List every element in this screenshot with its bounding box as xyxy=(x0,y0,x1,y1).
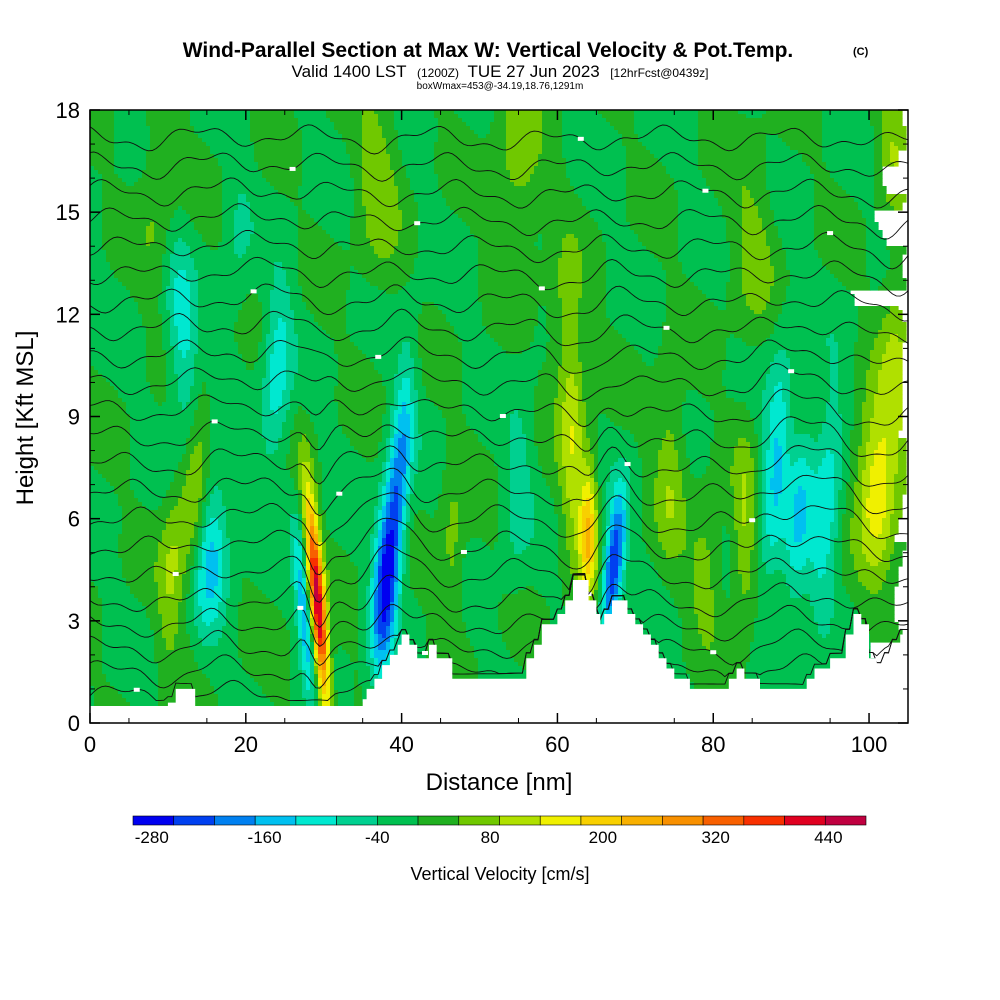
x-axis: 0 20 40 60 80 100 xyxy=(84,110,888,757)
colorbar-swatch xyxy=(458,815,500,826)
theta-contour xyxy=(90,388,908,428)
contour-label xyxy=(336,491,343,496)
chart-title: Wind-Parallel Section at Max W: Vertical… xyxy=(183,39,794,62)
colorbar-swatch xyxy=(417,815,460,826)
contour-label xyxy=(250,289,257,294)
colorbar-swatch xyxy=(580,815,622,826)
colorbar-swatch xyxy=(702,815,745,826)
subtitle-valid: Valid 1400 LST xyxy=(292,62,407,81)
colorbar-swatch xyxy=(173,815,215,826)
terrain xyxy=(90,580,908,723)
x-tick-label: 60 xyxy=(545,732,569,757)
colorbar-swatch xyxy=(743,815,785,826)
theta-contour xyxy=(90,492,908,547)
chart-subtitle: Valid 1400 LST (1200Z) TUE 27 Jun 2023 [… xyxy=(292,62,709,81)
y-axis: 0 3 6 9 12 15 18 xyxy=(56,98,908,736)
chart-note: boxWmax=453@-34.19,18.76,1291m xyxy=(417,81,584,92)
contour-label xyxy=(710,650,717,655)
y-tick-label: 18 xyxy=(56,98,80,123)
colorbar-swatch xyxy=(824,815,867,826)
contour-label xyxy=(577,136,584,141)
theta-contour xyxy=(90,573,908,629)
colorbar-swatch xyxy=(214,815,256,826)
subtitle-forecast: [12hrFcst@0439z] xyxy=(610,66,708,80)
contour-label xyxy=(289,166,296,171)
contour-label xyxy=(624,462,631,467)
theta-contour xyxy=(90,256,908,297)
theta-contour xyxy=(90,230,908,270)
y-tick-label: 0 xyxy=(68,711,80,736)
theta-contour xyxy=(90,336,908,374)
y-tick-label: 12 xyxy=(56,302,80,327)
theta-contour xyxy=(90,445,908,487)
contour-label xyxy=(788,369,795,374)
y-axis-label: Height [Kft MSL] xyxy=(12,331,39,506)
colorbar-tick-label: 80 xyxy=(481,828,500,847)
colorbar-swatch xyxy=(377,815,419,826)
contour-label xyxy=(297,605,304,610)
y-tick-label: 15 xyxy=(56,200,80,225)
theta-contour xyxy=(90,151,908,182)
theta-contour xyxy=(90,177,908,209)
colorbar-swatch xyxy=(336,815,378,826)
theta-contour xyxy=(90,573,908,647)
theta-contour xyxy=(90,283,908,322)
colorbar-tick-label: -160 xyxy=(248,828,282,847)
contour-label xyxy=(749,518,756,523)
colorbar-label: Vertical Velocity [cm/s] xyxy=(410,864,589,884)
contour-label xyxy=(460,549,467,554)
theta-contour xyxy=(90,517,908,576)
colorbar-swatch xyxy=(662,815,704,826)
contour-label xyxy=(172,571,179,576)
theta-contour xyxy=(90,574,908,689)
contour-label xyxy=(133,687,140,692)
subtitle-date: TUE 27 Jun 2023 xyxy=(467,62,599,81)
colorbar-tick-label: 320 xyxy=(701,828,729,847)
colorbar-swatch xyxy=(499,815,541,826)
y-tick-label: 6 xyxy=(68,507,80,532)
colorbar: -280 -160 -40 80 200 320 440 xyxy=(132,815,867,847)
colorbar-swatch xyxy=(295,815,337,826)
x-tick-label: 80 xyxy=(701,732,725,757)
colorbar-tick-label: 440 xyxy=(814,828,842,847)
y-tick-label: 9 xyxy=(68,405,80,430)
subtitle-zulu: (1200Z) xyxy=(417,66,459,80)
contour-label xyxy=(702,188,709,193)
colorbar-tick-label: -280 xyxy=(135,828,169,847)
y-tick-label: 3 xyxy=(68,609,80,634)
contour-label xyxy=(375,354,382,359)
contour-label xyxy=(499,413,506,418)
theta-contour xyxy=(90,544,908,603)
contour-label xyxy=(538,286,545,291)
contour-label xyxy=(663,325,670,330)
x-tick-label: 0 xyxy=(84,732,96,757)
theta-contour xyxy=(90,124,908,155)
contour-label xyxy=(414,221,421,226)
x-tick-label: 40 xyxy=(389,732,413,757)
potential-temperature-contours xyxy=(90,124,908,702)
theta-contour xyxy=(90,203,908,240)
x-tick-label: 20 xyxy=(234,732,258,757)
contour-label xyxy=(421,650,428,655)
theta-contour xyxy=(90,363,908,401)
colorbar-swatch xyxy=(539,815,582,826)
vertical-velocity-field xyxy=(90,110,907,723)
colorbar-tick-label: -40 xyxy=(365,828,390,847)
terrain-mask xyxy=(90,580,908,723)
colorbar-swatch xyxy=(132,815,175,826)
contour-label xyxy=(827,231,834,236)
contour-label xyxy=(211,419,218,424)
colorbar-tick-label: 200 xyxy=(589,828,617,847)
theta-contour xyxy=(90,416,908,457)
theta-contour xyxy=(90,574,908,667)
theta-contour xyxy=(90,308,908,347)
colorbar-swatch xyxy=(621,815,663,826)
copyright-mark: (C) xyxy=(853,46,869,58)
x-tick-label: 100 xyxy=(851,732,888,757)
colorbar-swatch xyxy=(254,815,297,826)
theta-contour xyxy=(90,467,908,517)
colorbar-swatch xyxy=(784,815,826,826)
x-axis-label: Distance [nm] xyxy=(426,769,573,796)
